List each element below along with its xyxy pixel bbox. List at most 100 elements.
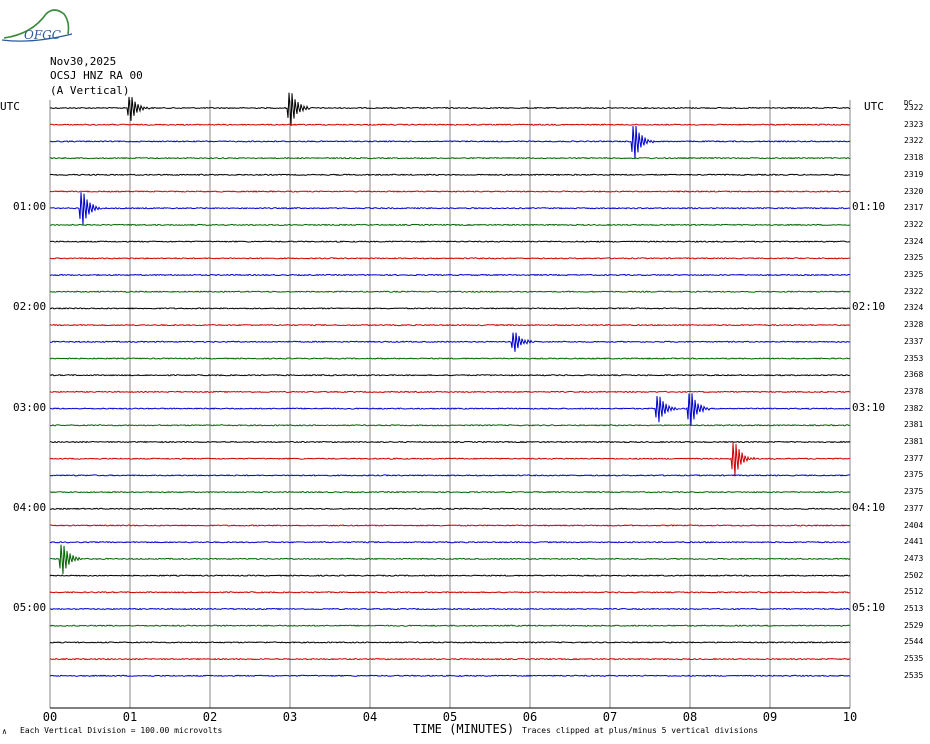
vertical-division-note: Each Vertical Division = 100.00 microvol… <box>20 726 223 735</box>
seismic-trace <box>49 657 851 661</box>
seismic-trace <box>49 440 851 444</box>
left-time-label: 03:00 <box>13 400 47 414</box>
station-code: OCSJ HNZ RA 00 <box>50 69 143 82</box>
clipping-note: Traces clipped at plus/minus 5 vertical … <box>522 726 759 735</box>
dc-offset-label: 2473 <box>904 553 924 563</box>
seismic-trace <box>49 624 851 627</box>
seismic-trace <box>49 474 850 477</box>
x-tick-label: 03 <box>283 710 297 724</box>
seismic-trace <box>49 607 851 611</box>
dc-offset-label: 2441 <box>904 537 924 547</box>
right-time-label: 01:10 <box>852 200 886 214</box>
dc-offset-label: 2325 <box>904 253 924 263</box>
dc-offset-label: 2322 <box>904 286 924 296</box>
dc-offset-label: 2353 <box>904 353 924 363</box>
seismic-trace <box>49 591 851 594</box>
seismic-trace <box>49 490 851 494</box>
dc-offset-label: 2375 <box>904 487 924 497</box>
dc-offset-label: 2535 <box>904 654 924 664</box>
x-tick-label: 04 <box>363 710 377 724</box>
logo-text: OFGC <box>24 28 61 42</box>
seismic-trace <box>50 674 851 677</box>
dc-offset-label: 2322 <box>904 219 924 229</box>
right-time-label: 03:10 <box>852 400 886 414</box>
dc-offset-label: 2337 <box>904 336 924 346</box>
seismic-trace <box>49 357 851 360</box>
seismic-trace <box>49 125 851 160</box>
dc-offset-label: 2535 <box>904 670 924 680</box>
seismic-trace <box>49 307 851 310</box>
seismic-trace <box>49 574 851 577</box>
seismic-trace <box>49 323 851 327</box>
mountain-arc-logo-icon <box>1 9 73 42</box>
dc-offset-label: 2319 <box>904 169 924 179</box>
dc-offset-label: 2323 <box>904 119 924 129</box>
dc-offset-label: 2325 <box>904 270 924 279</box>
seismic-trace <box>49 507 851 510</box>
dc-offset-label: 2320 <box>904 186 924 196</box>
dc-offset-label: 2318 <box>904 153 924 163</box>
dc-offset-label: 2377 <box>904 453 924 463</box>
seismic-trace <box>49 373 851 377</box>
dc-offset-label: 2378 <box>904 386 924 396</box>
seismic-traces <box>49 92 851 677</box>
seismic-trace <box>49 540 850 544</box>
dc-offset-label: 2324 <box>904 303 924 313</box>
seismic-trace <box>50 156 851 160</box>
seismic-trace <box>49 190 851 193</box>
footer-marker: ∧ <box>2 727 7 736</box>
seismic-trace <box>49 290 851 293</box>
right-time-label: 05:10 <box>852 601 886 614</box>
seismic-trace <box>50 192 851 226</box>
dc-offset-label: 2322 <box>904 103 924 112</box>
left-time-label: 02:00 <box>13 300 47 314</box>
seismic-trace <box>49 273 851 277</box>
right-timezone-label: UTC <box>864 100 884 113</box>
dc-offset-label: 2513 <box>904 604 924 613</box>
dc-offset-label: 2317 <box>904 203 924 213</box>
x-tick-label: 09 <box>763 710 777 724</box>
seismic-trace <box>49 92 851 126</box>
dc-offset-label: 2512 <box>904 587 924 597</box>
dc-offset-label: 2368 <box>904 370 924 380</box>
dc-offset-label: 2381 <box>904 437 924 446</box>
right-time-label: 04:10 <box>852 500 886 514</box>
component-label: (A Vertical) <box>50 84 130 97</box>
x-tick-label: 01 <box>123 710 137 724</box>
ofgc-logo: OFGC <box>1 4 74 44</box>
seismic-trace <box>50 332 851 352</box>
seismic-trace <box>49 257 851 260</box>
seismic-trace <box>49 390 851 394</box>
dc-header-label: DC <box>904 99 913 107</box>
dc-offset-label: 2502 <box>904 570 924 580</box>
seismic-trace <box>49 393 851 426</box>
dc-offset-label: 2529 <box>904 620 924 630</box>
x-tick-label: 02 <box>203 710 217 724</box>
x-tick-label: 06 <box>523 710 537 724</box>
seismic-trace <box>49 641 851 644</box>
left-time-label: 04:00 <box>13 500 47 514</box>
left-time-label: 01:00 <box>13 200 47 214</box>
left-timezone-label: UTC <box>0 100 20 113</box>
left-time-label: 05:00 <box>13 601 47 614</box>
dc-offset-label: 2322 <box>904 136 924 146</box>
x-tick-labels: 00 01 02 03 04 05 06 07 08 09 10 <box>43 710 857 724</box>
x-tick-label: 00 <box>43 710 57 724</box>
seismic-trace <box>49 173 851 176</box>
seismic-trace <box>49 123 851 126</box>
right-time-label: 02:10 <box>852 300 886 314</box>
dc-offset-label: 2375 <box>904 470 924 480</box>
chart-date: Nov30,2025 <box>50 55 117 68</box>
seismic-trace <box>49 544 851 575</box>
x-axis-title: TIME (MINUTES) <box>413 722 515 736</box>
dc-offset-label: 2328 <box>904 320 924 330</box>
x-tick-label: 10 <box>843 710 857 724</box>
dc-offset-label: 2377 <box>904 503 924 513</box>
seismic-trace <box>49 442 851 477</box>
seismic-trace <box>50 223 851 227</box>
x-tick-label: 08 <box>683 710 697 724</box>
dc-offset-label: 2381 <box>904 420 924 430</box>
dc-offset-label: 2404 <box>904 520 924 530</box>
seismic-trace <box>49 240 850 243</box>
